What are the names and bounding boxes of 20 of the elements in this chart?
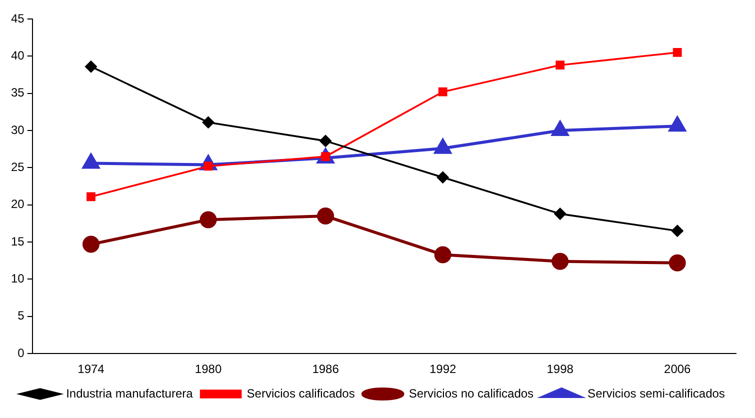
x-tick-label: 2006	[664, 362, 692, 376]
x-tick-label: 1974	[78, 362, 105, 376]
y-tick-label: 30	[10, 122, 25, 137]
y-tick-label: 45	[10, 11, 25, 26]
y-tick-label: 15	[10, 234, 25, 248]
y-tick-label: 20	[10, 197, 25, 212]
legend-label: Servicios calificados	[246, 386, 355, 400]
x-tick-label: 1986	[312, 362, 340, 376]
x-tick-label: 1980	[194, 362, 222, 376]
y-tick-label: 10	[10, 272, 25, 286]
y-tick-label: 5	[18, 308, 25, 323]
legend-label: Industria manufacturera	[66, 386, 194, 400]
legend-label: Servicios no calificados	[408, 386, 534, 400]
y-tick-label: 0	[18, 346, 25, 360]
y-tick-label: 40	[10, 48, 25, 62]
y-tick-label: 35	[10, 86, 25, 100]
x-tick-label: 1998	[546, 362, 574, 376]
y-tick-label: 25	[10, 160, 25, 174]
legend-label: Servicios semi-calificados	[588, 386, 725, 400]
x-tick-label: 1992	[429, 362, 456, 376]
